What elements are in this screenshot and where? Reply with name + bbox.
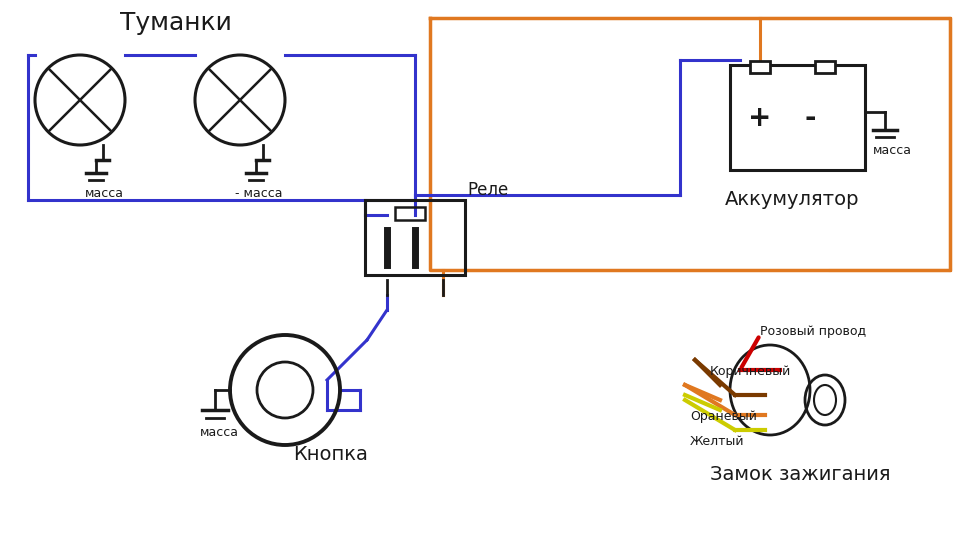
Text: Аккумулятор: Аккумулятор xyxy=(725,190,859,209)
Bar xyxy=(395,207,425,220)
Bar xyxy=(730,65,865,170)
Bar xyxy=(365,200,465,275)
Text: - масса: - масса xyxy=(235,187,282,200)
Text: масса: масса xyxy=(873,144,912,157)
Text: Реле: Реле xyxy=(467,181,508,199)
Text: Коричневый: Коричневый xyxy=(710,365,791,378)
Text: Розовый провод: Розовый провод xyxy=(760,325,866,338)
Text: Кнопка: Кнопка xyxy=(293,445,368,464)
Text: Ораневый: Ораневый xyxy=(690,410,756,423)
Text: Туманки: Туманки xyxy=(120,11,232,35)
Text: Замок зажигания: Замок зажигания xyxy=(710,465,891,484)
Text: масса: масса xyxy=(85,187,124,200)
Bar xyxy=(750,61,770,73)
Text: масса: масса xyxy=(200,426,239,439)
Text: -: - xyxy=(805,104,817,132)
Bar xyxy=(815,61,835,73)
Text: +: + xyxy=(748,104,772,132)
Text: Желтый: Желтый xyxy=(690,435,745,448)
